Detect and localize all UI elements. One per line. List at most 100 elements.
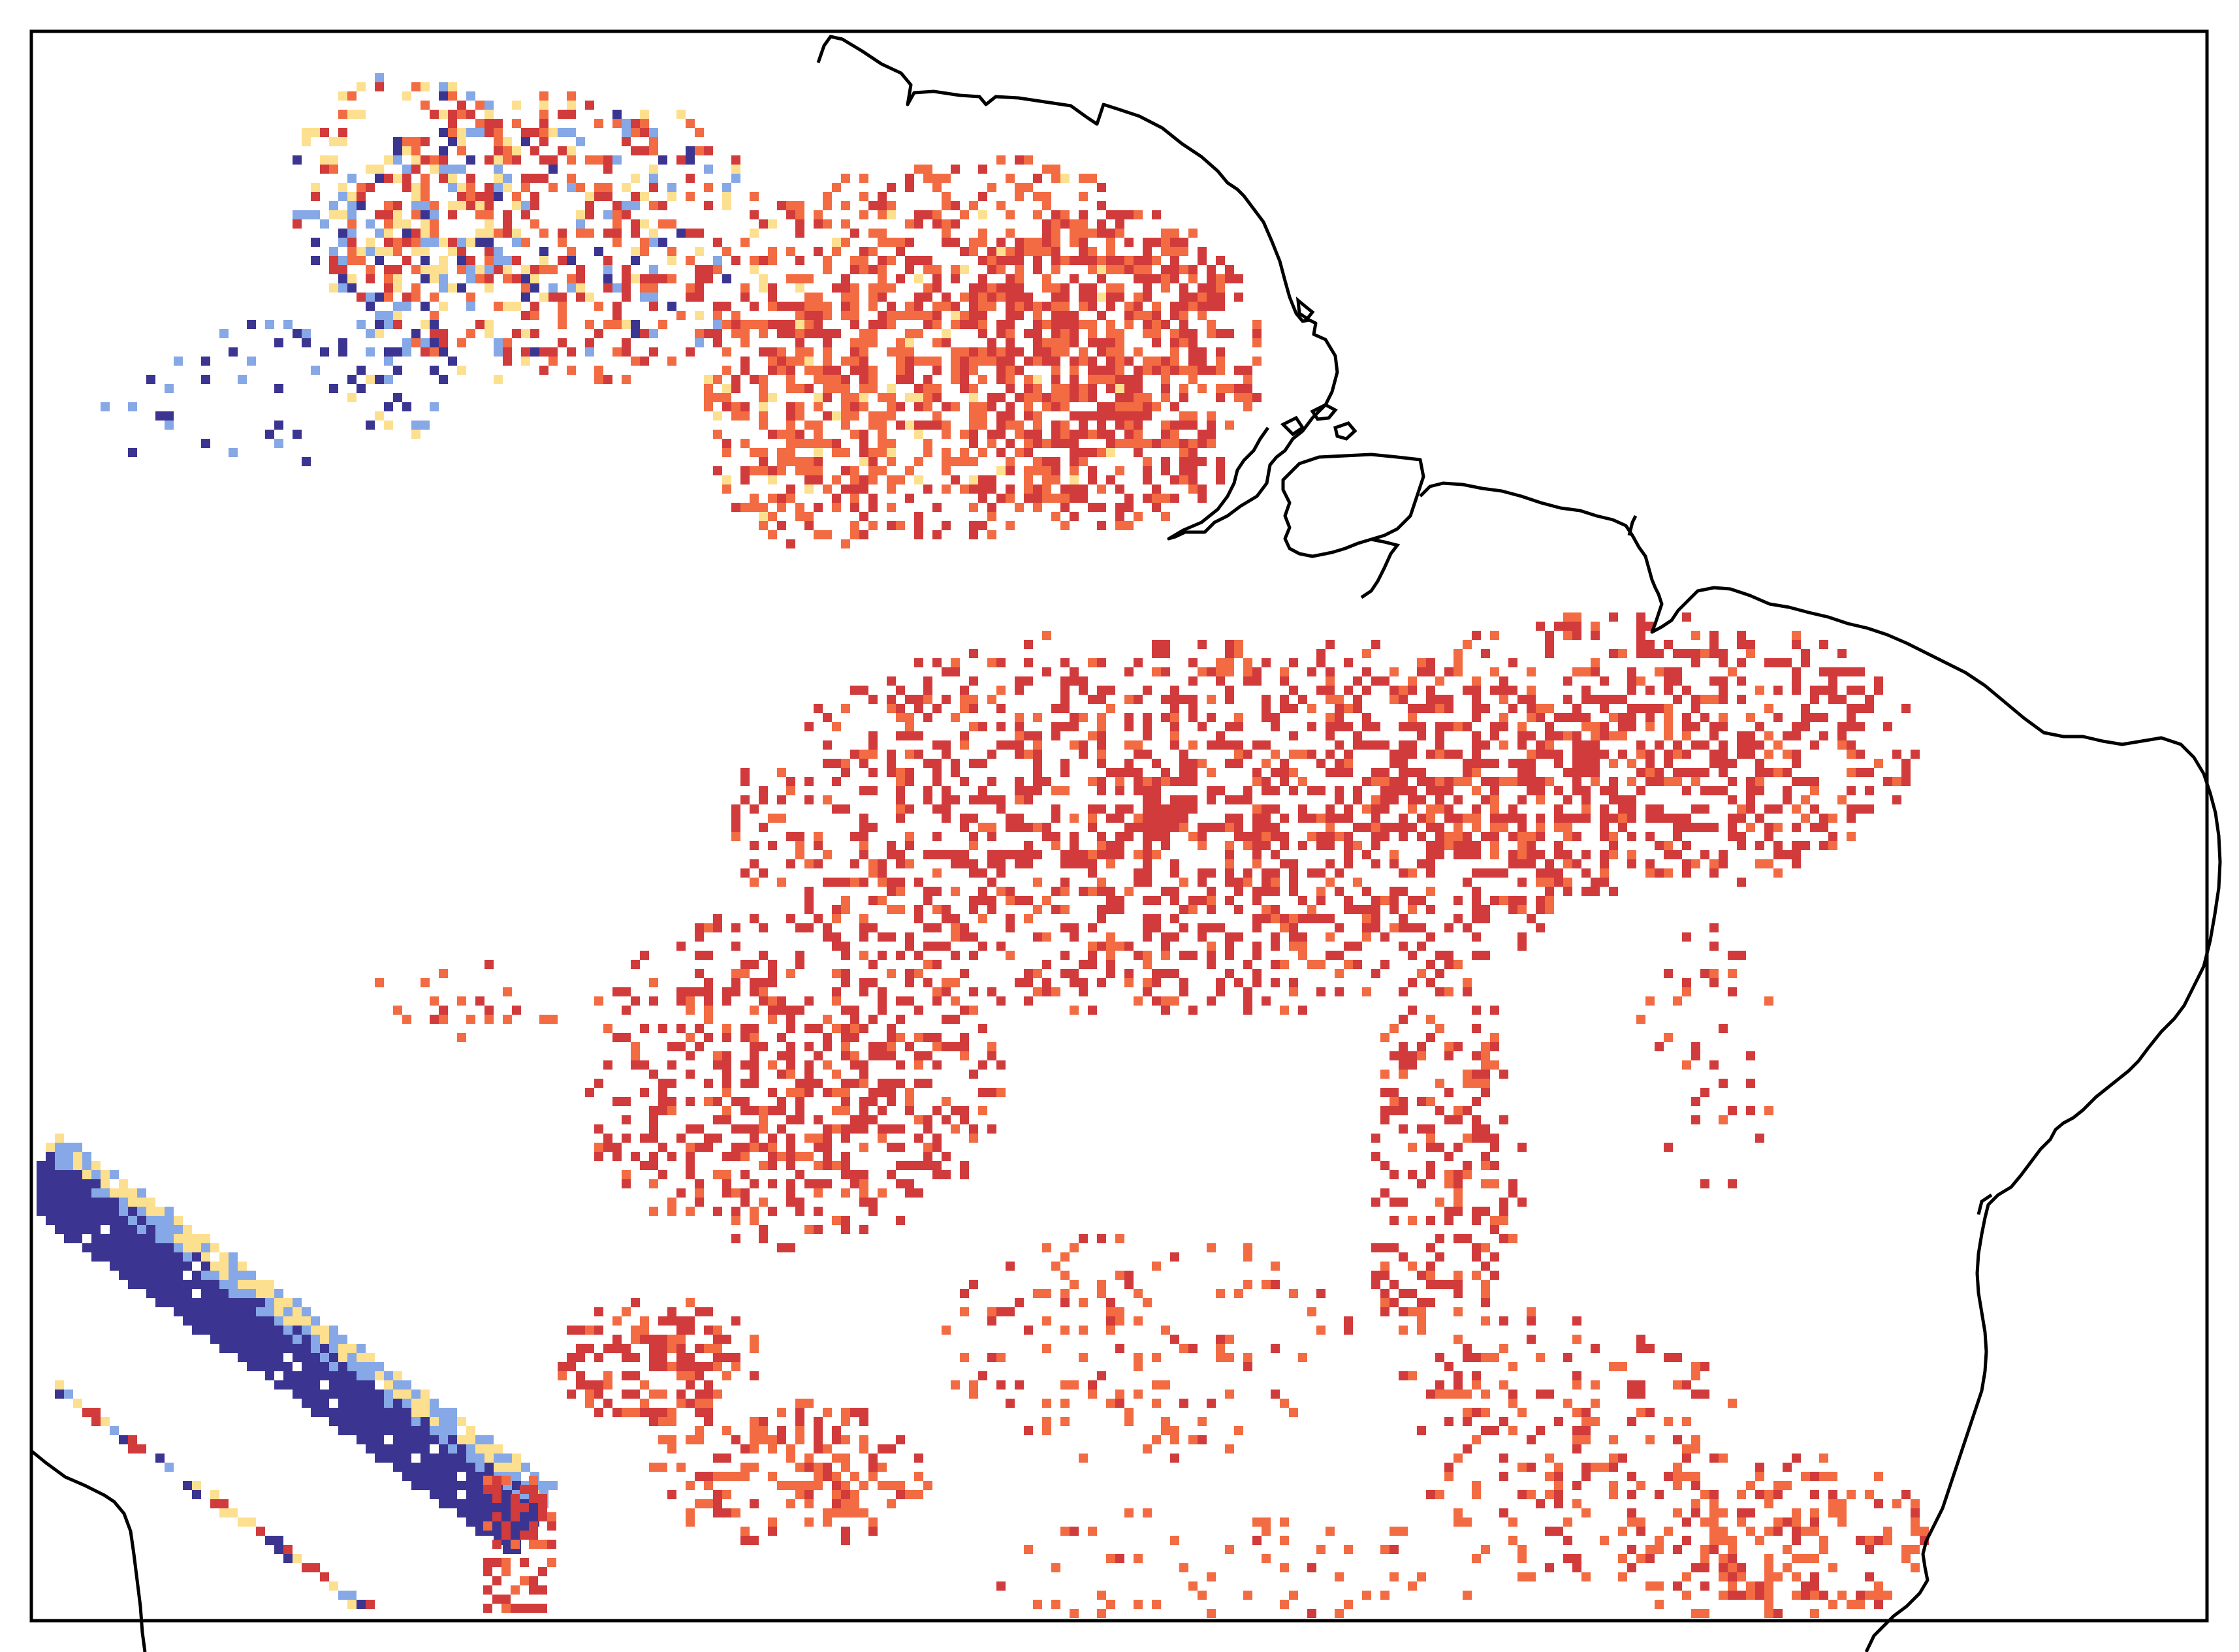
data-pixel [1472,740,1481,750]
data-pixel [1453,1390,1463,1399]
data-pixel [1444,951,1453,960]
data-pixel [1865,804,1874,814]
data-pixel [951,357,960,366]
data-pixel [1453,1371,1463,1380]
data-pixel [640,357,649,366]
data-pixel [1682,1536,1691,1545]
data-pixel [987,896,996,905]
data-pixel [1527,686,1536,695]
data-pixel [823,302,832,311]
data-pixel [686,1170,695,1179]
data-pixel [1545,896,1554,905]
data-pixel [1106,1307,1115,1316]
data-pixel [1161,832,1170,841]
data-pixel [1207,302,1216,311]
data-pixel [905,996,914,1006]
data-pixel [1554,850,1563,859]
data-pixel [1225,814,1234,823]
data-pixel [1691,631,1700,640]
data-pixel [1170,795,1179,804]
data-pixel [1344,841,1353,850]
data-pixel [1033,932,1042,942]
data-pixel [1143,238,1152,247]
data-pixel [823,759,832,768]
data-pixel [338,274,347,283]
data-pixel [1618,804,1627,814]
data-pixel [1216,256,1225,265]
data-pixel [996,320,1006,329]
data-pixel [1188,375,1198,384]
data-pixel [1837,1517,1847,1527]
data-pixel [1015,713,1024,722]
data-pixel [1655,1600,1664,1609]
data-pixel [1874,759,1883,768]
data-pixel [1143,1298,1152,1307]
data-pixel [731,174,740,183]
data-pixel [1344,1326,1353,1335]
data-pixel [1051,302,1060,311]
data-pixel [457,128,466,137]
data-pixel [1262,777,1271,786]
data-pixel [731,1353,740,1362]
data-pixel [1389,1280,1399,1289]
data-pixel [1380,896,1389,905]
data-pixel [704,402,713,411]
data-pixel [1719,713,1728,722]
data-pixel [868,1015,878,1024]
data-pixel [1307,960,1316,969]
data-pixel [942,1042,951,1051]
data-pixel [951,914,960,923]
data-pixel [859,1079,868,1088]
data-pixel [1828,832,1837,841]
data-pixel [996,658,1006,667]
data-pixel [1097,229,1106,238]
data-pixel [932,311,942,320]
data-pixel [539,110,548,119]
data-pixel [521,210,530,219]
data-pixel [1124,494,1134,503]
data-pixel [740,338,750,347]
data-pixel [1691,704,1700,713]
data-pixel [1591,740,1600,750]
data-pixel [859,357,868,366]
data-pixel [1453,1289,1463,1298]
data-pixel [1143,804,1152,814]
data-pixel [759,996,768,1006]
data-pixel [1545,640,1554,649]
data-pixel [969,649,978,658]
data-pixel [1115,841,1124,850]
data-pixel [1444,960,1453,969]
data-pixel [1179,457,1188,466]
data-pixel [1015,1380,1024,1390]
data-pixel [375,210,384,219]
data-pixel [1527,1463,1536,1472]
data-pixel [1554,786,1563,795]
data-pixel [1207,868,1216,878]
data-pixel [969,868,978,878]
data-pixel [887,503,896,512]
data-pixel [878,996,887,1006]
data-pixel [1070,814,1079,823]
data-pixel [951,795,960,804]
data-pixel [128,402,137,411]
data-pixel [841,402,850,411]
data-pixel [1124,521,1134,530]
data-pixel [1088,466,1097,475]
data-pixel [1216,1344,1225,1353]
data-pixel [1006,329,1015,338]
data-pixel [1234,750,1243,759]
data-pixel [1417,667,1426,676]
data-pixel [1106,932,1115,942]
data-pixel [1609,786,1618,795]
data-pixel [914,475,923,484]
data-pixel [1572,704,1581,713]
data-pixel [1106,256,1115,265]
data-pixel [1124,942,1134,951]
data-pixel [704,1143,713,1152]
data-pixel [1015,722,1024,731]
data-pixel [1170,1252,1179,1262]
data-pixel [859,759,868,768]
data-pixel [1097,722,1106,731]
data-pixel [1161,804,1170,814]
data-pixel [1645,777,1655,786]
